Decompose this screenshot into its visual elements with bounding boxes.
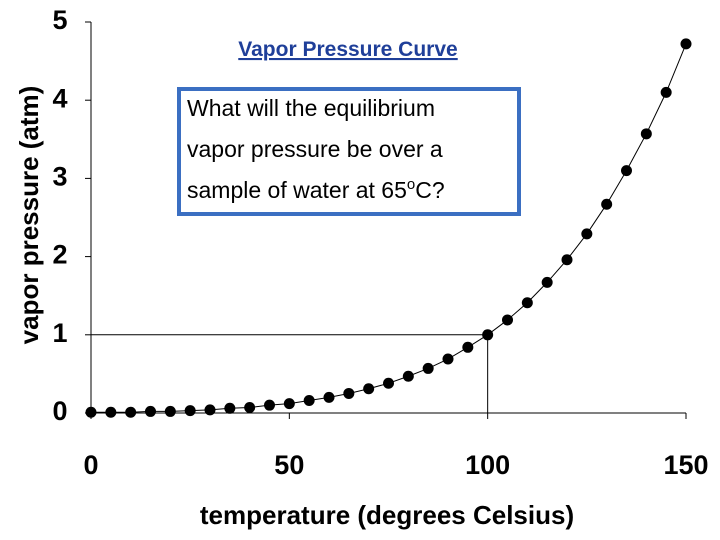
data-point [442,353,454,365]
y-tick-label: 3 [52,162,67,192]
y-tick-label: 0 [52,396,67,426]
x-tick-label: 50 [274,450,304,480]
data-point [502,314,513,326]
data-point [145,405,156,417]
annotation-box [177,87,521,216]
y-tick-label: 1 [52,318,67,348]
x-axis-label: temperature (degrees Celsius) [200,500,574,530]
annotation-line: What will the equilibrium [187,95,435,121]
data-point [561,254,573,266]
data-point [363,383,375,395]
data-point [660,86,672,98]
data-point [581,228,593,240]
data-point [680,38,692,50]
chart-title: Vapor Pressure Curve [238,38,457,61]
y-tick-label: 4 [52,83,67,113]
annotation-superscript: o [407,176,415,193]
data-point [383,377,394,389]
data-point [224,402,236,414]
y-tick-label: 5 [52,5,67,35]
annotation-text: sample of water at 65 [187,177,407,203]
annotation-text: C? [415,177,444,203]
data-point [343,387,355,399]
data-point [85,406,97,418]
y-tick-label: 2 [52,240,67,270]
annotation-line: vapor pressure be over a [187,136,443,162]
y-axis-label: vapor pressure (atm) [14,86,44,345]
data-point [244,402,256,414]
data-point [402,370,414,382]
data-point [125,406,137,418]
data-point [323,391,335,403]
x-tick-label: 100 [465,450,510,480]
data-point [462,341,474,353]
data-point [482,329,494,341]
data-point [541,276,553,288]
x-tick-label: 0 [83,450,98,480]
data-point [164,405,176,417]
data-point [303,394,315,406]
data-point [184,405,196,417]
data-point [422,362,434,374]
data-point [105,406,117,418]
data-point [204,404,216,416]
data-point [640,128,652,140]
data-point [283,398,295,410]
data-point [601,198,613,210]
annotation-line: sample of water at 65oC? [187,176,445,203]
data-point [521,297,533,309]
data-point [621,165,632,177]
x-tick-label: 150 [663,450,708,480]
data-point [264,399,275,411]
